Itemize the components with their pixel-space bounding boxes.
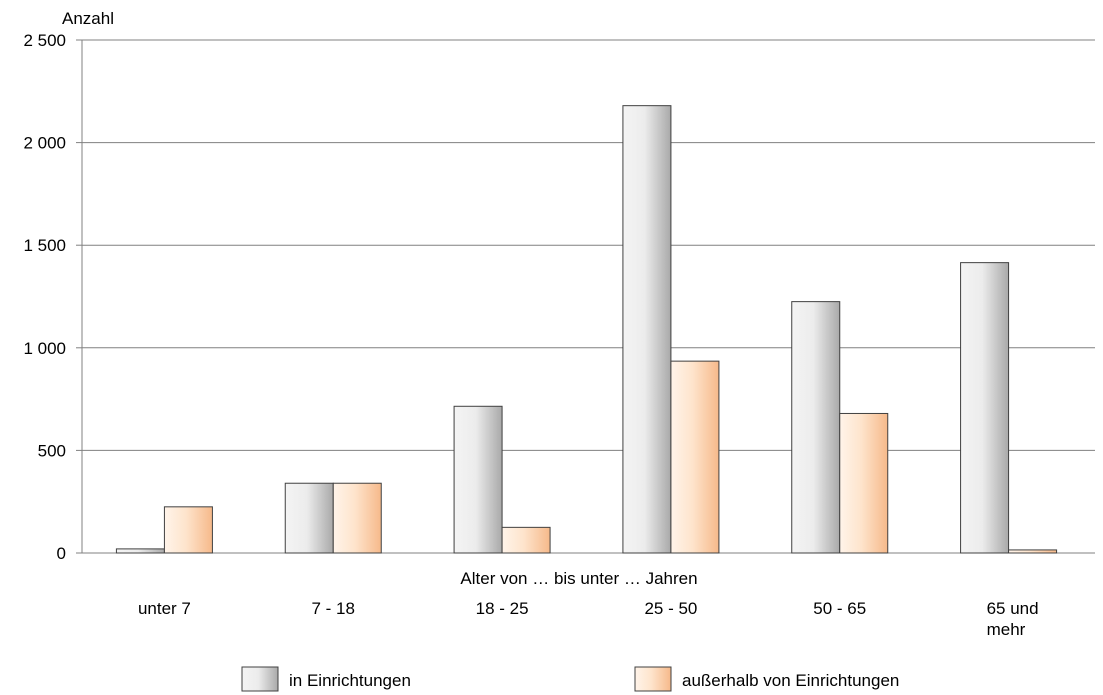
y-tick-labels: 0 500 1 000 1 500 2 000 2 500 (23, 31, 66, 563)
bars (115, 105, 1058, 554)
y-tick-label: 1 500 (23, 236, 66, 255)
x-tick-label: 25 - 50 (644, 599, 697, 618)
y-tick-label: 500 (38, 441, 66, 460)
bar-ausserhalb (1008, 549, 1058, 554)
x-tick-label: mehr (987, 620, 1026, 639)
bar-in-einrichtungen (622, 105, 672, 554)
x-axis-label: Alter von … bis unter … Jahren (460, 569, 697, 588)
bar-ausserhalb (332, 482, 382, 554)
legend: in Einrichtungen außerhalb von Einrichtun… (241, 666, 899, 692)
bar-ausserhalb (839, 412, 889, 554)
legend-swatch (241, 666, 279, 692)
bar-ausserhalb (670, 360, 720, 554)
y-tick-label: 0 (57, 544, 66, 563)
bar-in-einrichtungen (791, 301, 841, 554)
y-tick-label: 1 000 (23, 339, 66, 358)
gridlines (76, 39, 1095, 554)
bar-in-einrichtungen (284, 482, 334, 554)
x-tick-label: unter 7 (138, 599, 191, 618)
bar-in-einrichtungen (115, 548, 165, 554)
x-tick-label: 50 - 65 (813, 599, 866, 618)
x-tick-label: 18 - 25 (476, 599, 529, 618)
y-tick-label: 2 500 (23, 31, 66, 50)
legend-label: außerhalb von Einrichtungen (682, 671, 899, 690)
x-tick-label: 65 und (987, 599, 1039, 618)
legend-swatch (634, 666, 672, 692)
legend-label: in Einrichtungen (289, 671, 411, 690)
bar-in-einrichtungen (453, 405, 503, 554)
bar-ausserhalb (501, 526, 551, 554)
bar-ausserhalb (163, 506, 213, 554)
y-tick-label: 2 000 (23, 134, 66, 153)
x-tick-labels: unter 7 7 - 18 18 - 25 25 - 50 50 - 65 65 und… (138, 599, 1039, 639)
y-axis-label: Anzahl (62, 9, 114, 28)
x-tick-label: 7 - 18 (312, 599, 355, 618)
bar-in-einrichtungen (960, 262, 1010, 554)
